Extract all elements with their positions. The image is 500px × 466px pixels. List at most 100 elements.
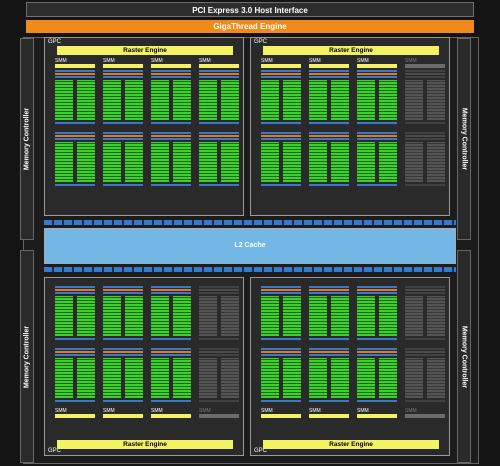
polymorph-engine xyxy=(357,64,397,68)
load-store-stripe xyxy=(103,184,143,186)
register-file-stripe xyxy=(55,138,95,140)
cuda-core-array xyxy=(427,142,445,182)
smm-label: SMM xyxy=(103,408,115,414)
cuda-core-array xyxy=(427,358,445,398)
cuda-core-array xyxy=(379,358,397,398)
load-store-stripe xyxy=(261,338,301,340)
cuda-core-array xyxy=(221,142,239,182)
smm-label: SMM xyxy=(151,58,163,64)
register-file-stripe xyxy=(55,351,95,353)
register-file-stripe xyxy=(357,286,397,288)
load-store-stripe xyxy=(357,122,397,124)
load-store-stripe xyxy=(103,338,143,340)
smm-label: SMM xyxy=(55,58,67,64)
cuda-core-array xyxy=(283,142,301,182)
register-file-stripe xyxy=(103,292,143,294)
register-file-stripe xyxy=(151,354,191,356)
register-file-stripe xyxy=(103,286,143,288)
smm-block: SMM xyxy=(197,282,241,422)
smm-label: SMM xyxy=(199,408,211,414)
register-file-stripe xyxy=(151,289,191,291)
cuda-core-array xyxy=(77,296,95,336)
load-store-stripe xyxy=(357,184,397,186)
smm-label: SMM xyxy=(151,408,163,414)
load-store-stripe xyxy=(55,122,95,124)
register-file-stripe xyxy=(357,138,397,140)
register-file-stripe xyxy=(405,348,445,350)
load-store-stripe xyxy=(199,400,239,402)
gpc-bottom-left: GPC Raster Engine SMM SMM SMM SMM xyxy=(44,277,244,456)
register-file-stripe xyxy=(151,76,191,78)
register-file-stripe xyxy=(261,135,301,137)
register-file-stripe xyxy=(357,76,397,78)
cuda-core-array xyxy=(309,142,327,182)
cuda-core-array xyxy=(357,358,375,398)
polymorph-engine xyxy=(151,414,191,418)
register-file-stripe xyxy=(151,135,191,137)
cuda-core-array xyxy=(151,358,169,398)
cuda-core-array xyxy=(103,142,121,182)
register-file-stripe xyxy=(199,138,239,140)
register-file-stripe xyxy=(405,351,445,353)
register-file-stripe xyxy=(103,76,143,78)
register-file-stripe xyxy=(405,286,445,288)
memory-controller-left-bottom: Memory Controller xyxy=(20,250,34,463)
register-file-stripe xyxy=(261,70,301,72)
register-file-stripe xyxy=(261,348,301,350)
smm-label: SMM xyxy=(405,58,417,64)
register-file-stripe xyxy=(357,348,397,350)
raster-engine: Raster Engine xyxy=(263,440,439,449)
load-store-stripe xyxy=(55,400,95,402)
register-file-stripe xyxy=(55,289,95,291)
cuda-core-array xyxy=(199,296,217,336)
cuda-core-array xyxy=(173,142,191,182)
smm-label: SMM xyxy=(357,58,369,64)
cuda-core-array xyxy=(55,142,73,182)
polymorph-engine xyxy=(405,414,445,418)
cuda-core-array xyxy=(77,80,95,120)
register-file-stripe xyxy=(151,73,191,75)
register-file-stripe xyxy=(151,138,191,140)
raster-engine: Raster Engine xyxy=(57,440,233,449)
register-file-stripe xyxy=(405,73,445,75)
register-file-stripe xyxy=(261,292,301,294)
smm-label: SMM xyxy=(309,58,321,64)
smm-block: SMM xyxy=(53,58,97,198)
cuda-core-array xyxy=(199,358,217,398)
cuda-core-array xyxy=(283,80,301,120)
gpc-label: GPC xyxy=(48,39,62,45)
register-file-stripe xyxy=(103,138,143,140)
cuda-core-array xyxy=(309,358,327,398)
load-store-stripe xyxy=(309,184,349,186)
cuda-core-array xyxy=(405,358,423,398)
load-store-stripe xyxy=(309,122,349,124)
cuda-core-array xyxy=(261,358,279,398)
register-file-stripe xyxy=(309,348,349,350)
polymorph-engine xyxy=(405,64,445,68)
gigathread-engine: GigaThread Engine xyxy=(26,20,474,33)
register-file-stripe xyxy=(405,289,445,291)
polymorph-engine xyxy=(261,64,301,68)
cuda-core-array xyxy=(125,80,143,120)
load-store-stripe xyxy=(55,184,95,186)
gpc-label: GPC xyxy=(254,448,268,454)
register-file-stripe xyxy=(103,70,143,72)
cuda-core-array xyxy=(151,142,169,182)
polymorph-engine xyxy=(357,414,397,418)
load-store-stripe xyxy=(309,338,349,340)
register-file-stripe xyxy=(151,351,191,353)
register-file-stripe xyxy=(55,292,95,294)
smm-label: SMM xyxy=(357,408,369,414)
register-file-stripe xyxy=(309,354,349,356)
smm-label: SMM xyxy=(405,408,417,414)
cuda-core-array xyxy=(331,296,349,336)
cuda-core-array xyxy=(151,80,169,120)
register-file-stripe xyxy=(357,73,397,75)
register-file-stripe xyxy=(199,286,239,288)
load-store-stripe xyxy=(261,184,301,186)
smm-block: SMM xyxy=(259,58,303,198)
polymorph-engine xyxy=(199,64,239,68)
smm-label: SMM xyxy=(261,58,273,64)
register-file-stripe xyxy=(103,351,143,353)
register-file-stripe xyxy=(199,76,239,78)
